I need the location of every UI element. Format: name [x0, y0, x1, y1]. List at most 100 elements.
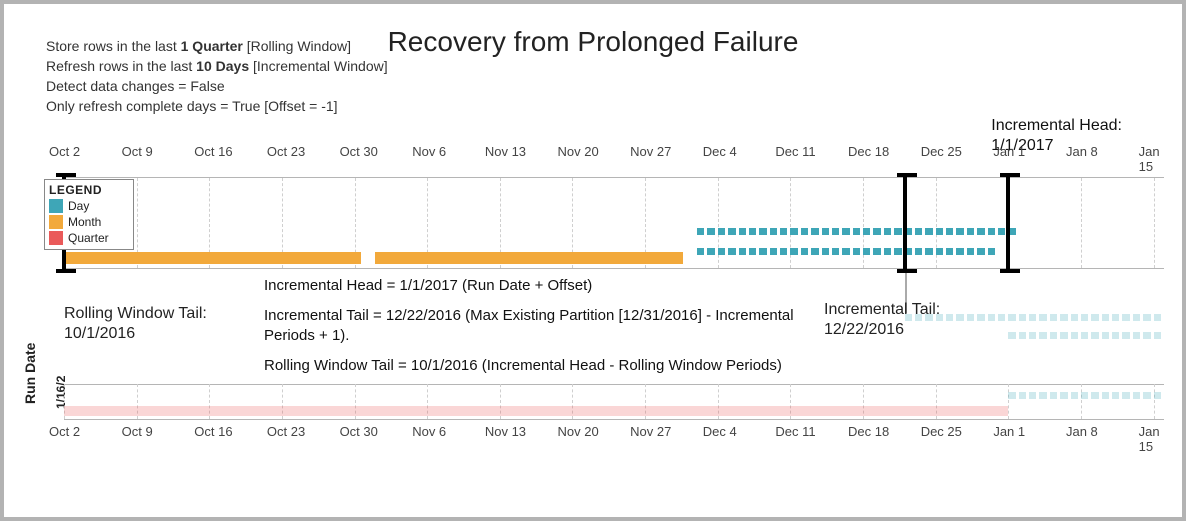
settings-line-3: Detect data changes = False [46, 76, 388, 96]
day-square-faded [1143, 314, 1150, 321]
day-square-faded [1154, 314, 1161, 321]
day-square-faded [925, 314, 932, 321]
day-square-faded [1060, 332, 1067, 339]
day-square [977, 248, 984, 255]
day-square-faded [1029, 332, 1036, 339]
day-square [770, 248, 777, 255]
axis-tick-bottom: Oct 30 [340, 424, 378, 439]
grid-line-bottom [1081, 384, 1082, 419]
legend-row-month: Month [49, 215, 129, 229]
y-axis-title: Run Date [22, 343, 38, 404]
axis-tick-bottom: Dec 11 [775, 424, 815, 439]
day-square [863, 248, 870, 255]
day-square-faded [1039, 332, 1046, 339]
day-square [884, 228, 891, 235]
grid-line [1081, 178, 1082, 268]
day-square [718, 228, 725, 235]
axis-tick-top: Oct 9 [122, 144, 153, 159]
day-square [832, 228, 839, 235]
day-square-faded [1008, 314, 1015, 321]
day-square-faded [1060, 314, 1067, 321]
axis-tick-bottom: Nov 20 [557, 424, 598, 439]
day-square [842, 248, 849, 255]
formula-inc-head: Incremental Head = 1/1/2017 (Run Date + … [264, 276, 804, 296]
settings-line-4: Only refresh complete days = True [Offse… [46, 96, 388, 116]
axis-tick-bottom: Jan 15 [1139, 424, 1164, 454]
day-square [977, 228, 984, 235]
day-square-faded [1133, 392, 1140, 399]
day-square [790, 248, 797, 255]
day-square-faded [915, 314, 922, 321]
day-square [998, 228, 1005, 235]
day-square [822, 248, 829, 255]
day-square-faded [1112, 314, 1119, 321]
legend-row-day: Day [49, 199, 129, 213]
axis-tick-bottom: Oct 2 [49, 424, 80, 439]
day-square [759, 248, 766, 255]
day-square-faded [1091, 314, 1098, 321]
settings-line1-bold: 1 Quarter [181, 38, 243, 54]
day-square [697, 248, 704, 255]
day-square [718, 248, 725, 255]
day-square-faded [1071, 332, 1078, 339]
day-square [811, 248, 818, 255]
axis-tick-top: Dec 18 [848, 144, 889, 159]
legend-label-month: Month [68, 215, 101, 229]
day-square [707, 228, 714, 235]
day-square [894, 248, 901, 255]
day-square [801, 228, 808, 235]
day-square [884, 248, 891, 255]
day-square-faded [1019, 314, 1026, 321]
day-square [739, 248, 746, 255]
day-square [759, 228, 766, 235]
day-square-faded [1050, 392, 1057, 399]
day-square [967, 248, 974, 255]
day-square [925, 228, 932, 235]
day-square [946, 228, 953, 235]
day-square [770, 228, 777, 235]
axis-tick-top: Nov 6 [412, 144, 446, 159]
day-square-faded [1154, 392, 1161, 399]
day-square-faded [967, 314, 974, 321]
axis-tick-top: Oct 16 [194, 144, 232, 159]
month-bar [64, 252, 361, 264]
day-square-faded [946, 314, 953, 321]
axis-tick-bottom: Jan 1 [993, 424, 1025, 439]
bottom-band-border-bottom [64, 419, 1164, 420]
legend-label-day: Day [68, 199, 89, 213]
grid-line-bottom [1008, 384, 1009, 419]
axis-tick-bottom: Dec 25 [921, 424, 962, 439]
axis-tick-bottom: Dec 4 [703, 424, 737, 439]
day-square [790, 228, 797, 235]
legend: LEGEND Day Month Quarter [44, 179, 134, 250]
settings-line2-suffix: [Incremental Window] [249, 58, 388, 74]
day-square-faded [1019, 392, 1026, 399]
day-square [956, 248, 963, 255]
day-square [967, 228, 974, 235]
axis-tick-top: Dec 25 [921, 144, 962, 159]
axis-tick-top: Jan 1 [993, 144, 1025, 159]
day-square [697, 228, 704, 235]
settings-line2-prefix: Refresh rows in the last [46, 58, 196, 74]
day-square-faded [936, 314, 943, 321]
day-square-faded [977, 314, 984, 321]
day-square [915, 228, 922, 235]
day-square [822, 228, 829, 235]
day-square-faded [1060, 392, 1067, 399]
day-square-faded [1039, 392, 1046, 399]
day-square-faded [1029, 314, 1036, 321]
month-bar [375, 252, 682, 264]
day-square-faded [1112, 332, 1119, 339]
day-square [780, 248, 787, 255]
axis-tick-top: Oct 30 [340, 144, 378, 159]
day-square [915, 248, 922, 255]
axis-tick-bottom: Nov 6 [412, 424, 446, 439]
day-square-faded [1050, 332, 1057, 339]
gantt-bottom-area [64, 314, 1164, 419]
day-square-faded [1122, 392, 1129, 399]
day-square [936, 228, 943, 235]
settings-line2-bold: 10 Days [196, 58, 249, 74]
day-square [863, 228, 870, 235]
axis-bottom: Oct 2Oct 9Oct 16Oct 23Oct 30Nov 6Nov 13N… [64, 424, 1164, 440]
day-square-faded [1071, 314, 1078, 321]
